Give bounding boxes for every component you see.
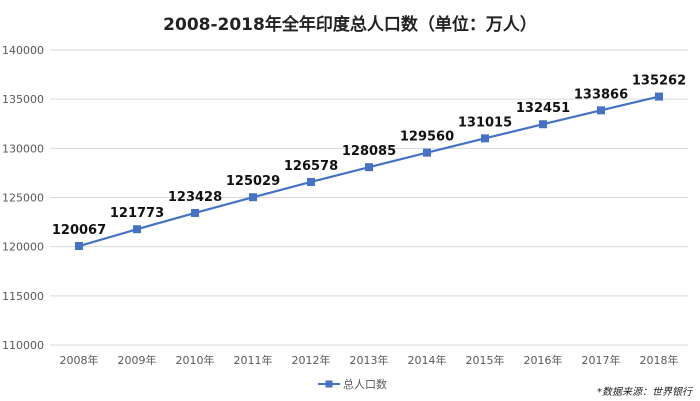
x-tick-label: 2017年 <box>582 353 621 367</box>
series-total-population <box>75 92 663 251</box>
data-label: 132451 <box>516 101 570 116</box>
data-label: 120067 <box>52 223 106 238</box>
x-tick-label: 2010年 <box>176 353 215 367</box>
data-point <box>75 242 83 251</box>
data-point <box>655 92 663 101</box>
data-point <box>191 208 199 217</box>
data-point <box>539 120 547 129</box>
data-labels: 120067 121773 123428 125029 126578 128085 1295… <box>52 74 686 238</box>
data-label: 126578 <box>284 159 338 174</box>
data-label: 135262 <box>632 74 686 89</box>
data-point <box>365 163 373 172</box>
data-label: 133866 <box>574 87 628 102</box>
data-point <box>249 193 257 202</box>
x-tick-label: 2014年 <box>408 353 447 367</box>
x-tick-label: 2008年 <box>60 353 99 367</box>
x-tick-label: 2018年 <box>640 353 679 367</box>
y-axis: 110000 115000 120000 125000 130000 135000 1400… <box>2 44 44 352</box>
y-tick-label: 110000 <box>2 339 44 352</box>
series-line <box>78 95 660 248</box>
data-point <box>423 148 431 157</box>
legend-square-marker <box>325 380 333 388</box>
gridlines <box>50 49 688 346</box>
chart-title: 2008-2018年全年印度总人口数（单位：万人） <box>163 14 537 35</box>
y-tick-label: 125000 <box>2 192 44 205</box>
data-label: 131015 <box>458 115 512 130</box>
x-tick-label: 2012年 <box>292 353 331 367</box>
data-label: 129560 <box>400 130 454 145</box>
x-tick-label: 2011年 <box>234 353 273 367</box>
data-point <box>133 225 141 234</box>
y-tick-label: 130000 <box>2 142 44 155</box>
legend-label: 总人口数 <box>343 377 387 391</box>
data-label: 121773 <box>110 206 164 221</box>
x-tick-label: 2016年 <box>524 353 563 367</box>
y-tick-label: 140000 <box>2 44 44 57</box>
x-axis: 2008年 2009年 2010年 2011年 2012年 2013年 2014年 2015年… <box>60 353 679 367</box>
x-tick-label: 2009年 <box>118 353 157 367</box>
x-tick-label: 2015年 <box>466 353 505 367</box>
x-tick-label: 2013年 <box>350 353 389 367</box>
legend: 总人口数 <box>318 377 387 391</box>
source-note: *数据来源：世界银行 <box>597 386 694 398</box>
y-tick-label: 115000 <box>2 290 44 303</box>
data-label: 123428 <box>168 190 222 205</box>
data-label: 128085 <box>342 144 396 159</box>
y-tick-label: 135000 <box>2 93 44 106</box>
data-point <box>481 134 489 143</box>
data-label: 125029 <box>226 174 280 189</box>
data-point <box>597 106 605 115</box>
y-tick-label: 120000 <box>2 241 44 254</box>
data-point <box>307 177 315 186</box>
